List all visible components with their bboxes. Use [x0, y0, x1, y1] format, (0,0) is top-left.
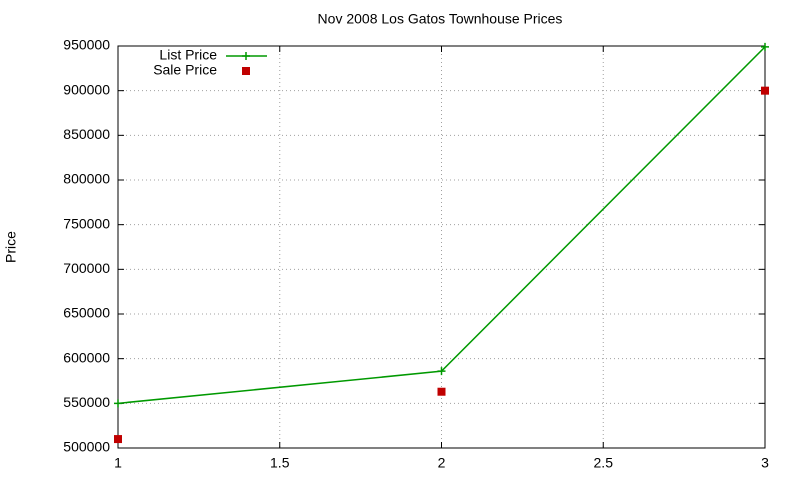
point-marker: [114, 399, 122, 408]
point-marker: [761, 42, 769, 51]
y-tick-label: 550000: [63, 394, 110, 410]
y-tick-label: 800000: [63, 171, 110, 187]
legend-label: List Price: [159, 47, 217, 63]
point-marker: [437, 367, 446, 376]
y-tick-label: 900000: [63, 81, 110, 97]
x-tick-label: 1: [114, 455, 122, 471]
chart-title: Nov 2008 Los Gatos Townhouse Prices: [318, 11, 563, 27]
y-tick-label: 850000: [63, 126, 110, 142]
x-tick-label: 2: [438, 455, 446, 471]
y-tick-label: 700000: [63, 260, 110, 276]
point-marker: [437, 387, 446, 396]
y-tick-label: 750000: [63, 215, 110, 231]
y-axis-label: Price: [3, 231, 19, 263]
point-marker: [114, 435, 122, 444]
legend-marker: [242, 52, 250, 60]
y-tick-label: 950000: [63, 37, 110, 53]
series-line: [117, 46, 766, 405]
y-tick-label: 500000: [63, 439, 110, 455]
legend-label: Sale Price: [153, 62, 217, 78]
x-tick-label: 1.5: [270, 455, 290, 471]
legend-marker: [242, 67, 250, 75]
point-marker: [761, 86, 769, 95]
plot-frame: [117, 45, 766, 449]
y-tick-label: 600000: [63, 349, 110, 365]
y-tick-label: 650000: [63, 305, 110, 321]
x-tick-label: 3: [761, 455, 769, 471]
x-tick-label: 2.5: [594, 455, 614, 471]
